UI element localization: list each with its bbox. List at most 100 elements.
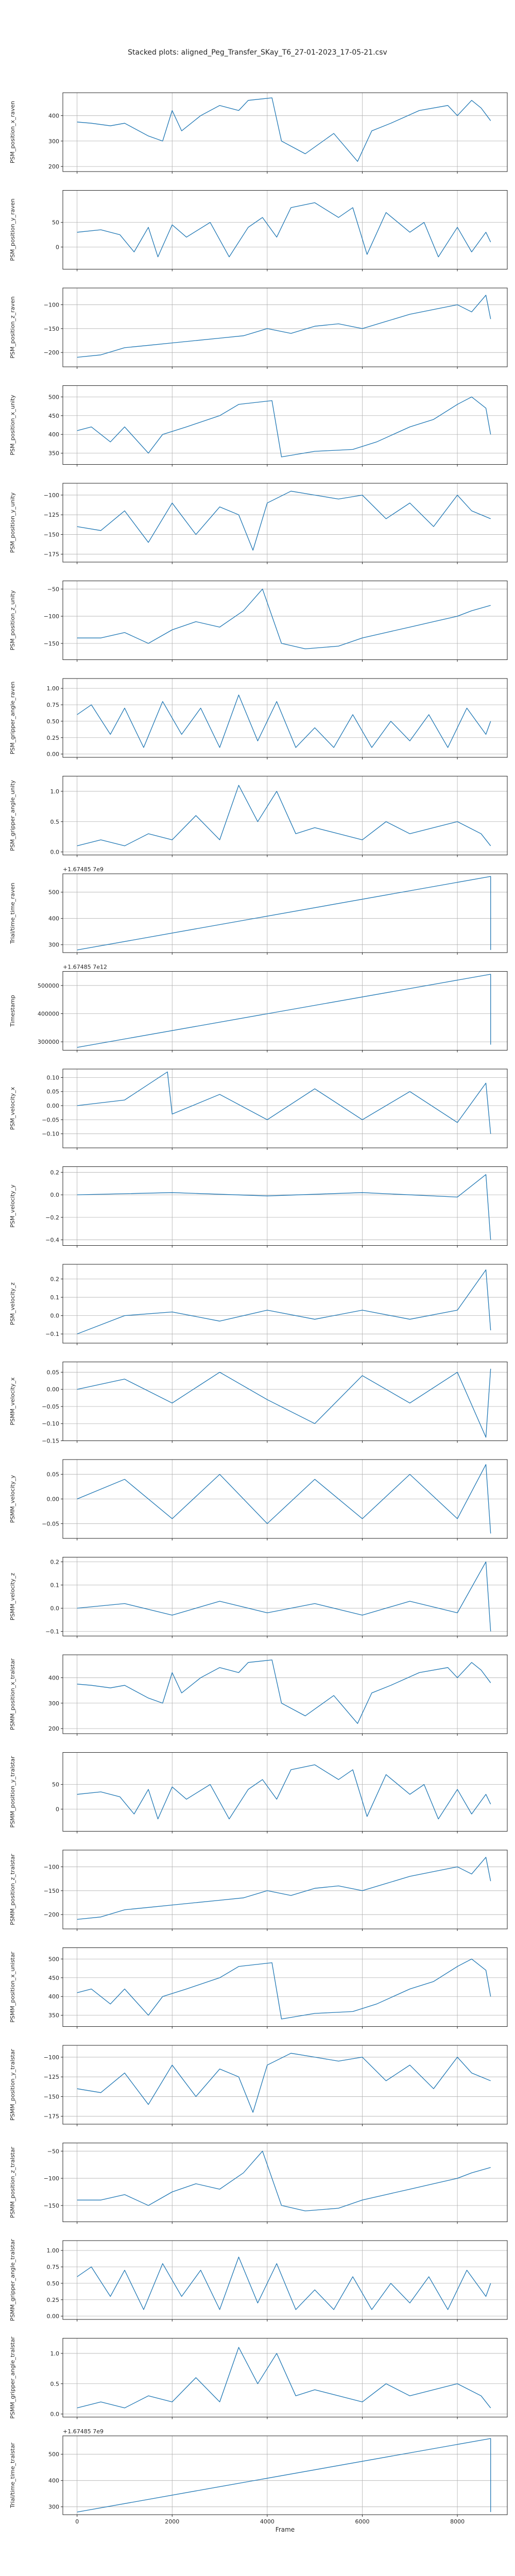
y-tick-label: 0.10 [47, 1074, 60, 1081]
series-line [77, 396, 491, 457]
y-tick-label: 450 [48, 413, 59, 419]
y-axis-label: PSMM_gripper_angle_tralstar [9, 2239, 16, 2321]
subplot-22: −150 −100 −50 PSMM_position_z_tralstar [9, 2143, 508, 2224]
y-tick-label: −150 [44, 640, 59, 647]
axes-frame [62, 1069, 508, 1148]
subplot-12: −0.4 −0.2 0.0 0.2 PSM_velocity_y [9, 1166, 508, 1248]
y-axis-label: PSM_position_z_unity [9, 590, 16, 650]
series-line [77, 1659, 491, 1724]
y-tick-label: 300 [48, 942, 59, 948]
axes-frame [62, 678, 508, 758]
y-tick-label: −150 [44, 2093, 59, 2100]
y-tick-label: −150 [44, 531, 59, 538]
axes-frame [62, 190, 508, 269]
subplot-19: −200 −150 −100 PSMM_position_z_tralstar [9, 1850, 508, 1931]
y-tick-label: 1.00 [47, 685, 60, 692]
series-line [77, 1269, 491, 1334]
y-tick-label: 0 [56, 244, 59, 250]
y-tick-label: 0.0 [50, 1605, 60, 1612]
series-line [77, 694, 491, 748]
y-tick-label: 0.00 [47, 1103, 60, 1109]
y-tick-label: −0.10 [42, 1131, 59, 1138]
subplot-11: −0.10 −0.05 0.00 0.05 0.10 PSM_velocity_x [9, 1069, 508, 1150]
y-tick-label: 1.0 [50, 788, 60, 795]
subplot-15: −0.05 0.00 0.05 PSMM_velocity_y [9, 1459, 508, 1540]
axes-frame [62, 1654, 508, 1734]
axes-frame [62, 1362, 508, 1441]
y-tick-label: 0.2 [50, 1169, 60, 1176]
y-tick-label: 0.0 [50, 849, 60, 856]
axis-offset-label: +1.67485 7e9 [63, 2428, 104, 2435]
y-tick-label: −150 [44, 1888, 59, 1894]
y-tick-label: 0.00 [47, 1496, 60, 1503]
subplot-5: −175 −150 −125 −100 PSM_position_y_unity [9, 483, 508, 564]
y-tick-label: −0.1 [45, 1331, 59, 1337]
y-tick-label: 350 [48, 2012, 59, 2019]
y-tick-label: 200 [48, 1725, 59, 1732]
subplot-14: −0.15 −0.10 −0.05 0.00 0.05 PSMM_velocity_x [9, 1362, 508, 1445]
y-tick-label: 400 [48, 2478, 59, 2484]
y-tick-label: −0.2 [45, 1214, 59, 1221]
axes-frame [62, 581, 508, 660]
y-tick-label: −150 [44, 326, 59, 332]
subplot-7: 0.00 0.25 0.50 0.75 1.00 PSM_gripper_angle_ra… [9, 678, 508, 759]
x-tick-label: 6000 [355, 2518, 369, 2525]
y-tick-label: 400 [48, 1674, 59, 1681]
subplot-10: 300000 400000 500000 Timestamp +1.67485 7e12 [9, 964, 508, 1053]
y-tick-label: 500000 [38, 982, 59, 989]
axes-frame [62, 2338, 508, 2417]
y-tick-label: 500 [48, 1956, 59, 1962]
y-axis-label: PSM_position_y_raven [9, 198, 16, 261]
axes-frame [62, 2143, 508, 2222]
axis-offset-label: +1.67485 7e9 [63, 866, 104, 873]
y-axis-label: PSMM_gripper_angle_tralstar [9, 2336, 16, 2419]
series-line [77, 1764, 491, 1820]
y-tick-label: 0.75 [47, 702, 60, 708]
y-tick-label: 300 [48, 138, 59, 145]
y-axis-label: PSMM_position_z_tralstar [9, 2146, 16, 2218]
y-axis-label: Timestamp [9, 995, 16, 1027]
y-tick-label: 400 [48, 112, 59, 119]
y-tick-label: −50 [47, 2148, 59, 2155]
y-tick-label: −100 [44, 613, 59, 620]
y-axis-label: Trial/time_time_raven [9, 883, 16, 944]
series-line [77, 876, 491, 951]
y-tick-label: 0.50 [47, 2280, 60, 2287]
y-tick-label: −0.15 [42, 1438, 59, 1445]
subplot-24: 0.0 0.5 1.0 PSMM_gripper_angle_tralstar [9, 2336, 508, 2419]
y-axis-label: PSM_velocity_x [9, 1087, 16, 1130]
subplot-8: 0.0 0.5 1.0 PSM_gripper_angle_unity [9, 776, 508, 857]
y-tick-label: 300 [48, 2504, 59, 2511]
axes-frame [62, 385, 508, 465]
x-tick-label: 4000 [260, 2518, 274, 2525]
series-line [77, 588, 491, 650]
y-axis-label: PSMM_position_y_tralstar [9, 1756, 16, 1828]
y-tick-label: 0.05 [47, 1369, 60, 1376]
series-line [77, 1464, 491, 1534]
y-tick-label: 1.0 [50, 2350, 60, 2357]
y-tick-label: 0.25 [47, 735, 60, 741]
subplot-21: −175 −150 −125 −100 PSMM_position_y_tralstar [9, 2045, 508, 2126]
series-line [77, 2438, 491, 2513]
y-tick-label: 500 [48, 394, 59, 400]
series-line [77, 1368, 491, 1438]
subplot-18: 0 50 PSMM_position_y_tralstar [9, 1752, 508, 1834]
axes-frame [62, 2045, 508, 2125]
axes-frame [62, 873, 508, 953]
y-tick-label: 400 [48, 431, 59, 438]
y-tick-label: −100 [44, 1863, 59, 1870]
y-tick-label: −200 [44, 349, 59, 356]
subplot-1: 200 300 400 PSM_position_x_raven [9, 92, 508, 174]
subplot-23: 0.00 0.25 0.50 0.75 1.00 PSMM_gripper_angle_t… [9, 2239, 508, 2321]
y-tick-label: 0.1 [50, 1582, 60, 1589]
y-tick-label: 1.00 [47, 2247, 60, 2254]
y-tick-label: −0.10 [42, 1420, 59, 1427]
y-axis-label: PSMM_velocity_y [9, 1475, 16, 1523]
subplot-2: 0 50 PSM_position_y_raven [9, 190, 508, 272]
y-tick-label: 0.2 [50, 1559, 60, 1566]
subplot-25: 300 400 500 Trial/time_time_tralstar +1.6748… [9, 2428, 508, 2517]
subplot-4: 350 400 450 500 PSM_position_x_unity [9, 385, 508, 467]
subplot-17: 200 300 400 PSMM_position_x_tralstar [9, 1654, 508, 1736]
y-axis-label: PSM_position_x_raven [9, 101, 16, 163]
